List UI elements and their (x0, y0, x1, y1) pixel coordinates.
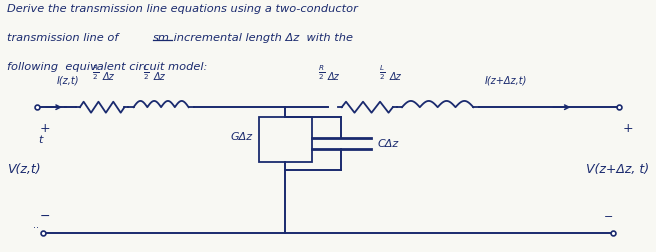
Text: Δz: Δz (154, 72, 165, 82)
Text: $\frac{R}{2}$: $\frac{R}{2}$ (318, 64, 325, 82)
Text: V(z,t): V(z,t) (7, 163, 41, 176)
Text: sm: sm (154, 33, 170, 43)
Text: $\frac{L}{2}$: $\frac{L}{2}$ (379, 64, 386, 82)
Text: t: t (38, 135, 43, 145)
Text: transmission line of: transmission line of (7, 33, 122, 43)
Text: −: − (40, 209, 51, 223)
Bar (259, 117, 312, 162)
Text: CΔz: CΔz (377, 139, 398, 148)
Text: Δz: Δz (390, 72, 401, 82)
Text: Δz: Δz (328, 72, 340, 82)
Text: incremental length Δz  with the: incremental length Δz with the (171, 33, 353, 43)
Text: −: − (604, 212, 613, 223)
Text: V(z+Δz, t): V(z+Δz, t) (586, 163, 649, 176)
Text: Derive the transmission line equations using a two-conductor: Derive the transmission line equations u… (7, 5, 358, 14)
Text: GΔz: GΔz (231, 132, 253, 142)
Text: $\frac{R}{2}$: $\frac{R}{2}$ (92, 64, 100, 82)
Text: I(z,t): I(z,t) (56, 76, 79, 86)
Text: $\frac{L}{2}$: $\frac{L}{2}$ (144, 64, 150, 82)
Text: +: + (40, 122, 51, 135)
Text: Δz: Δz (102, 72, 114, 82)
Text: +: + (623, 122, 633, 135)
Text: I(z+Δz,t): I(z+Δz,t) (485, 76, 527, 86)
Text: ..: .. (33, 220, 39, 230)
Text: following  equivalent circuit model:: following equivalent circuit model: (7, 62, 207, 72)
